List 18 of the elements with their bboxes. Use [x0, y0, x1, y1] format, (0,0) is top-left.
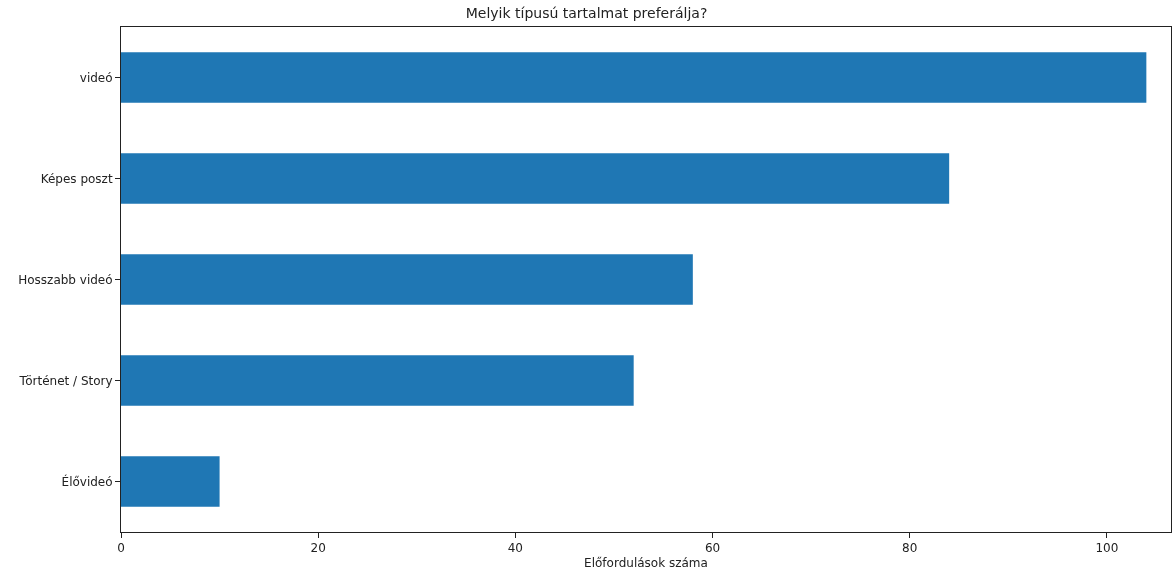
bar — [121, 254, 693, 305]
bar — [121, 456, 220, 507]
x-tick-label: 60 — [704, 541, 721, 556]
x-tick-label: 0 — [117, 541, 125, 556]
bar — [121, 153, 950, 204]
y-tick-label: videó — [79, 70, 113, 85]
chart-title: Melyik típusú tartalmat preferálja? — [465, 5, 708, 22]
y-tick-label: Képes poszt — [40, 171, 113, 186]
bar — [121, 52, 1147, 103]
y-tick-label: Élővideó — [61, 473, 113, 489]
y-tick-label: Történet / Story — [18, 373, 113, 388]
x-axis-title: Előfordulások száma — [584, 556, 708, 571]
bar — [121, 355, 634, 406]
y-tick-label: Hosszabb videó — [18, 272, 113, 287]
x-tick-label: 100 — [1095, 541, 1119, 556]
x-tick-label: 40 — [507, 541, 524, 556]
x-tick-label: 80 — [902, 541, 918, 556]
x-tick-label: 20 — [310, 541, 326, 556]
